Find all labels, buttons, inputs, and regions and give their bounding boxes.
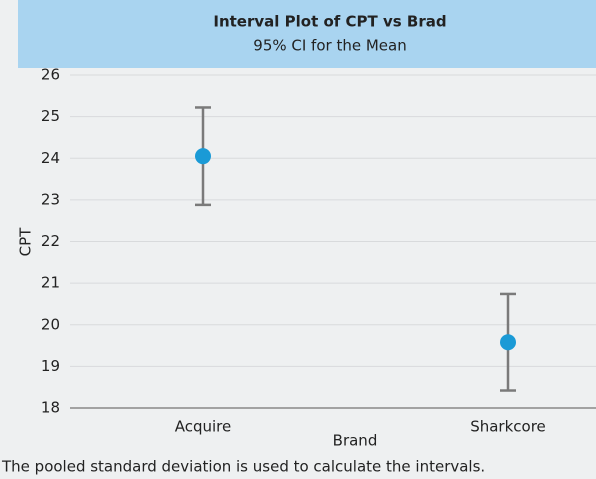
mean-point [500, 334, 516, 351]
y-tick-label: 24 [41, 149, 60, 167]
y-tick-label: 21 [41, 274, 60, 292]
y-tick-label: 23 [41, 190, 60, 208]
mean-point [195, 148, 211, 165]
title-band [18, 0, 596, 68]
footnote: The pooled standard deviation is used to… [1, 458, 485, 476]
chart-title: Interval Plot of CPT vs Brad [213, 13, 446, 31]
y-tick-label: 18 [41, 399, 60, 417]
y-tick-label: 20 [41, 315, 60, 333]
x-axis-label: Brand [333, 432, 378, 450]
y-axis-label: CPT [17, 227, 35, 257]
chart-subtitle: 95% CI for the Mean [253, 37, 406, 55]
x-tick-label: Acquire [175, 418, 232, 436]
y-tick-label: 19 [41, 357, 60, 375]
y-tick-label: 26 [41, 66, 60, 84]
y-tick-label: 25 [41, 107, 60, 125]
y-tick-label: 22 [41, 232, 60, 250]
x-tick-label: Sharkcore [470, 418, 546, 436]
